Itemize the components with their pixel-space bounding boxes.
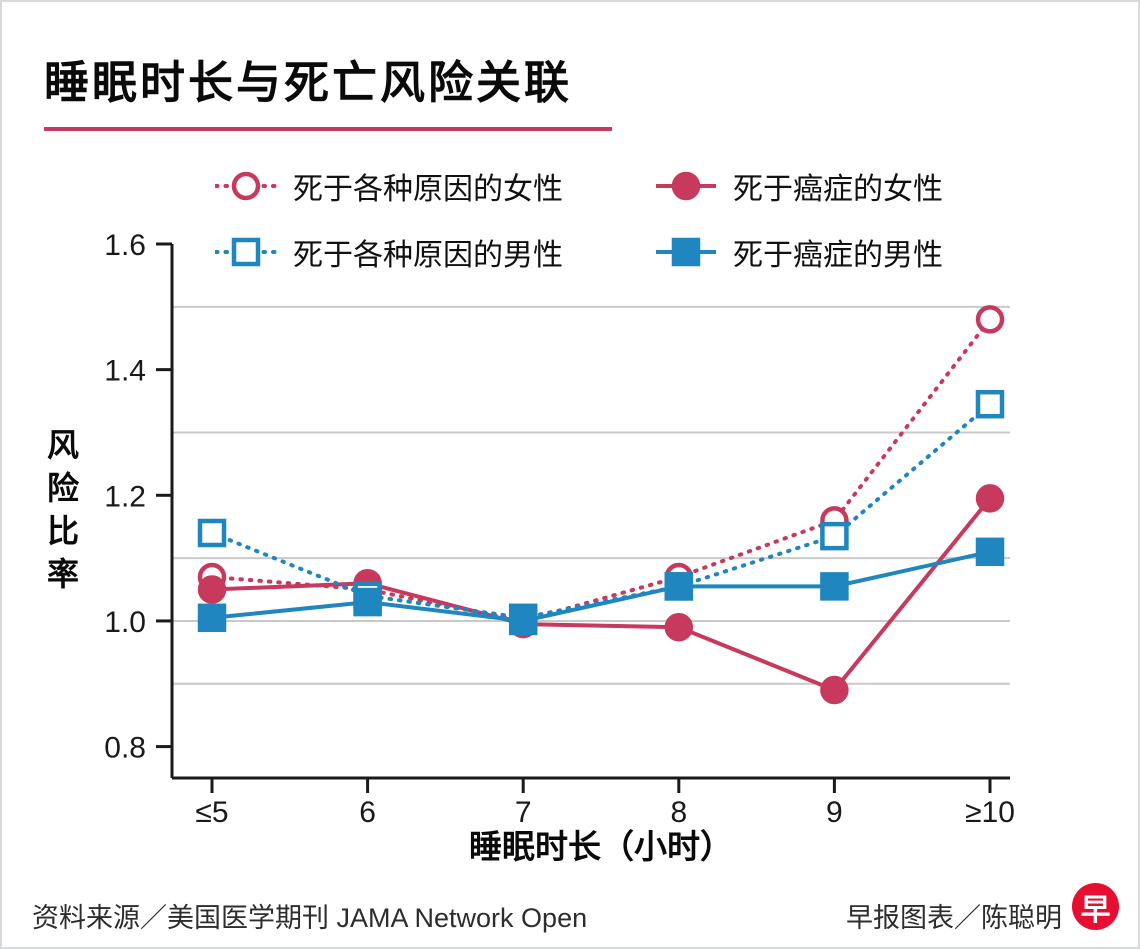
data-point bbox=[197, 575, 227, 604]
y-tick-label: 1.4 bbox=[104, 355, 146, 388]
data-point bbox=[231, 237, 261, 267]
page-title: 睡眠时长与死亡风险关联 bbox=[44, 46, 613, 131]
data-point bbox=[231, 171, 261, 201]
series-line-3 bbox=[211, 549, 991, 623]
data-point bbox=[671, 237, 701, 267]
x-tick-label: 9 bbox=[826, 796, 843, 829]
legend-item-2: 死于各种原因的男性 bbox=[215, 230, 655, 274]
legend-square-filled-icon bbox=[656, 237, 716, 267]
data-point bbox=[975, 305, 1005, 334]
data-point bbox=[975, 389, 1005, 419]
source-note: 资料来源／美国医学期刊 JAMA Network Open bbox=[32, 903, 588, 933]
data-point bbox=[975, 484, 1005, 513]
data-point bbox=[820, 572, 849, 601]
data-point bbox=[197, 518, 227, 548]
legend-label: 死于癌症的女性 bbox=[733, 173, 943, 206]
legend-item-0: 死于各种原因的女性 bbox=[215, 164, 655, 208]
data-point bbox=[664, 612, 694, 642]
y-tick-label: 1.2 bbox=[104, 480, 146, 513]
legend-item-3: 死于癌症的男性 bbox=[655, 230, 943, 274]
legend-square-open-icon bbox=[215, 237, 277, 267]
x-axis-title: 睡眠时长（小时） bbox=[469, 828, 733, 865]
data-point bbox=[353, 587, 382, 617]
data-point bbox=[664, 572, 694, 601]
series-line-1 bbox=[211, 497, 992, 693]
y-tick-label: 1.0 bbox=[104, 606, 146, 639]
y-axis-title-char: 风 bbox=[46, 427, 79, 463]
x-tick-label: ≤5 bbox=[195, 796, 228, 829]
legend-circle-filled-icon bbox=[656, 171, 716, 201]
x-tick-label: ≥10 bbox=[965, 796, 1015, 829]
y-axis-title-char: 险 bbox=[46, 470, 79, 506]
y-axis-title: 风险比率 bbox=[44, 424, 82, 596]
y-axis-title-char: 率 bbox=[46, 556, 79, 592]
x-tick-label: 6 bbox=[359, 796, 376, 829]
legend-label: 死于各种原因的男性 bbox=[293, 239, 563, 272]
data-point bbox=[820, 521, 849, 551]
legend-label: 死于癌症的男性 bbox=[733, 239, 943, 272]
data-point bbox=[975, 537, 1005, 567]
data-point bbox=[820, 675, 849, 705]
x-tick-label: 8 bbox=[670, 796, 687, 829]
data-point bbox=[197, 603, 227, 633]
x-tick-label: 7 bbox=[515, 796, 532, 829]
y-tick-label: 1.6 bbox=[104, 232, 146, 262]
legend-circle-open-icon bbox=[215, 171, 277, 201]
y-tick-label: 0.8 bbox=[104, 732, 146, 765]
data-point bbox=[671, 171, 701, 201]
line-chart: 0.8 1.0 1.2 1.4 1.6 ≤5 6 7 8 9 ≥10 睡眠时长（小时） bbox=[104, 229, 1015, 865]
data-point bbox=[508, 606, 538, 636]
legend-item-1: 死于癌症的女性 bbox=[655, 164, 943, 208]
chart-area: 0.8 1.0 1.2 1.4 1.6 ≤5 6 7 8 9 ≥10 睡眠时长（小时） bbox=[2, 229, 1138, 892]
legend-label: 死于各种原因的女性 bbox=[293, 173, 563, 206]
zaobao-logo-icon: 早 bbox=[1072, 883, 1119, 930]
credit: 早报图表／陈聪明 bbox=[846, 903, 1062, 933]
y-axis-title-char: 比 bbox=[46, 513, 79, 549]
legend: 死于各种原因的女性 死于癌症的女性死于各种原因的男性 死于癌症的男性 bbox=[215, 164, 943, 274]
series-line-0 bbox=[210, 317, 992, 623]
